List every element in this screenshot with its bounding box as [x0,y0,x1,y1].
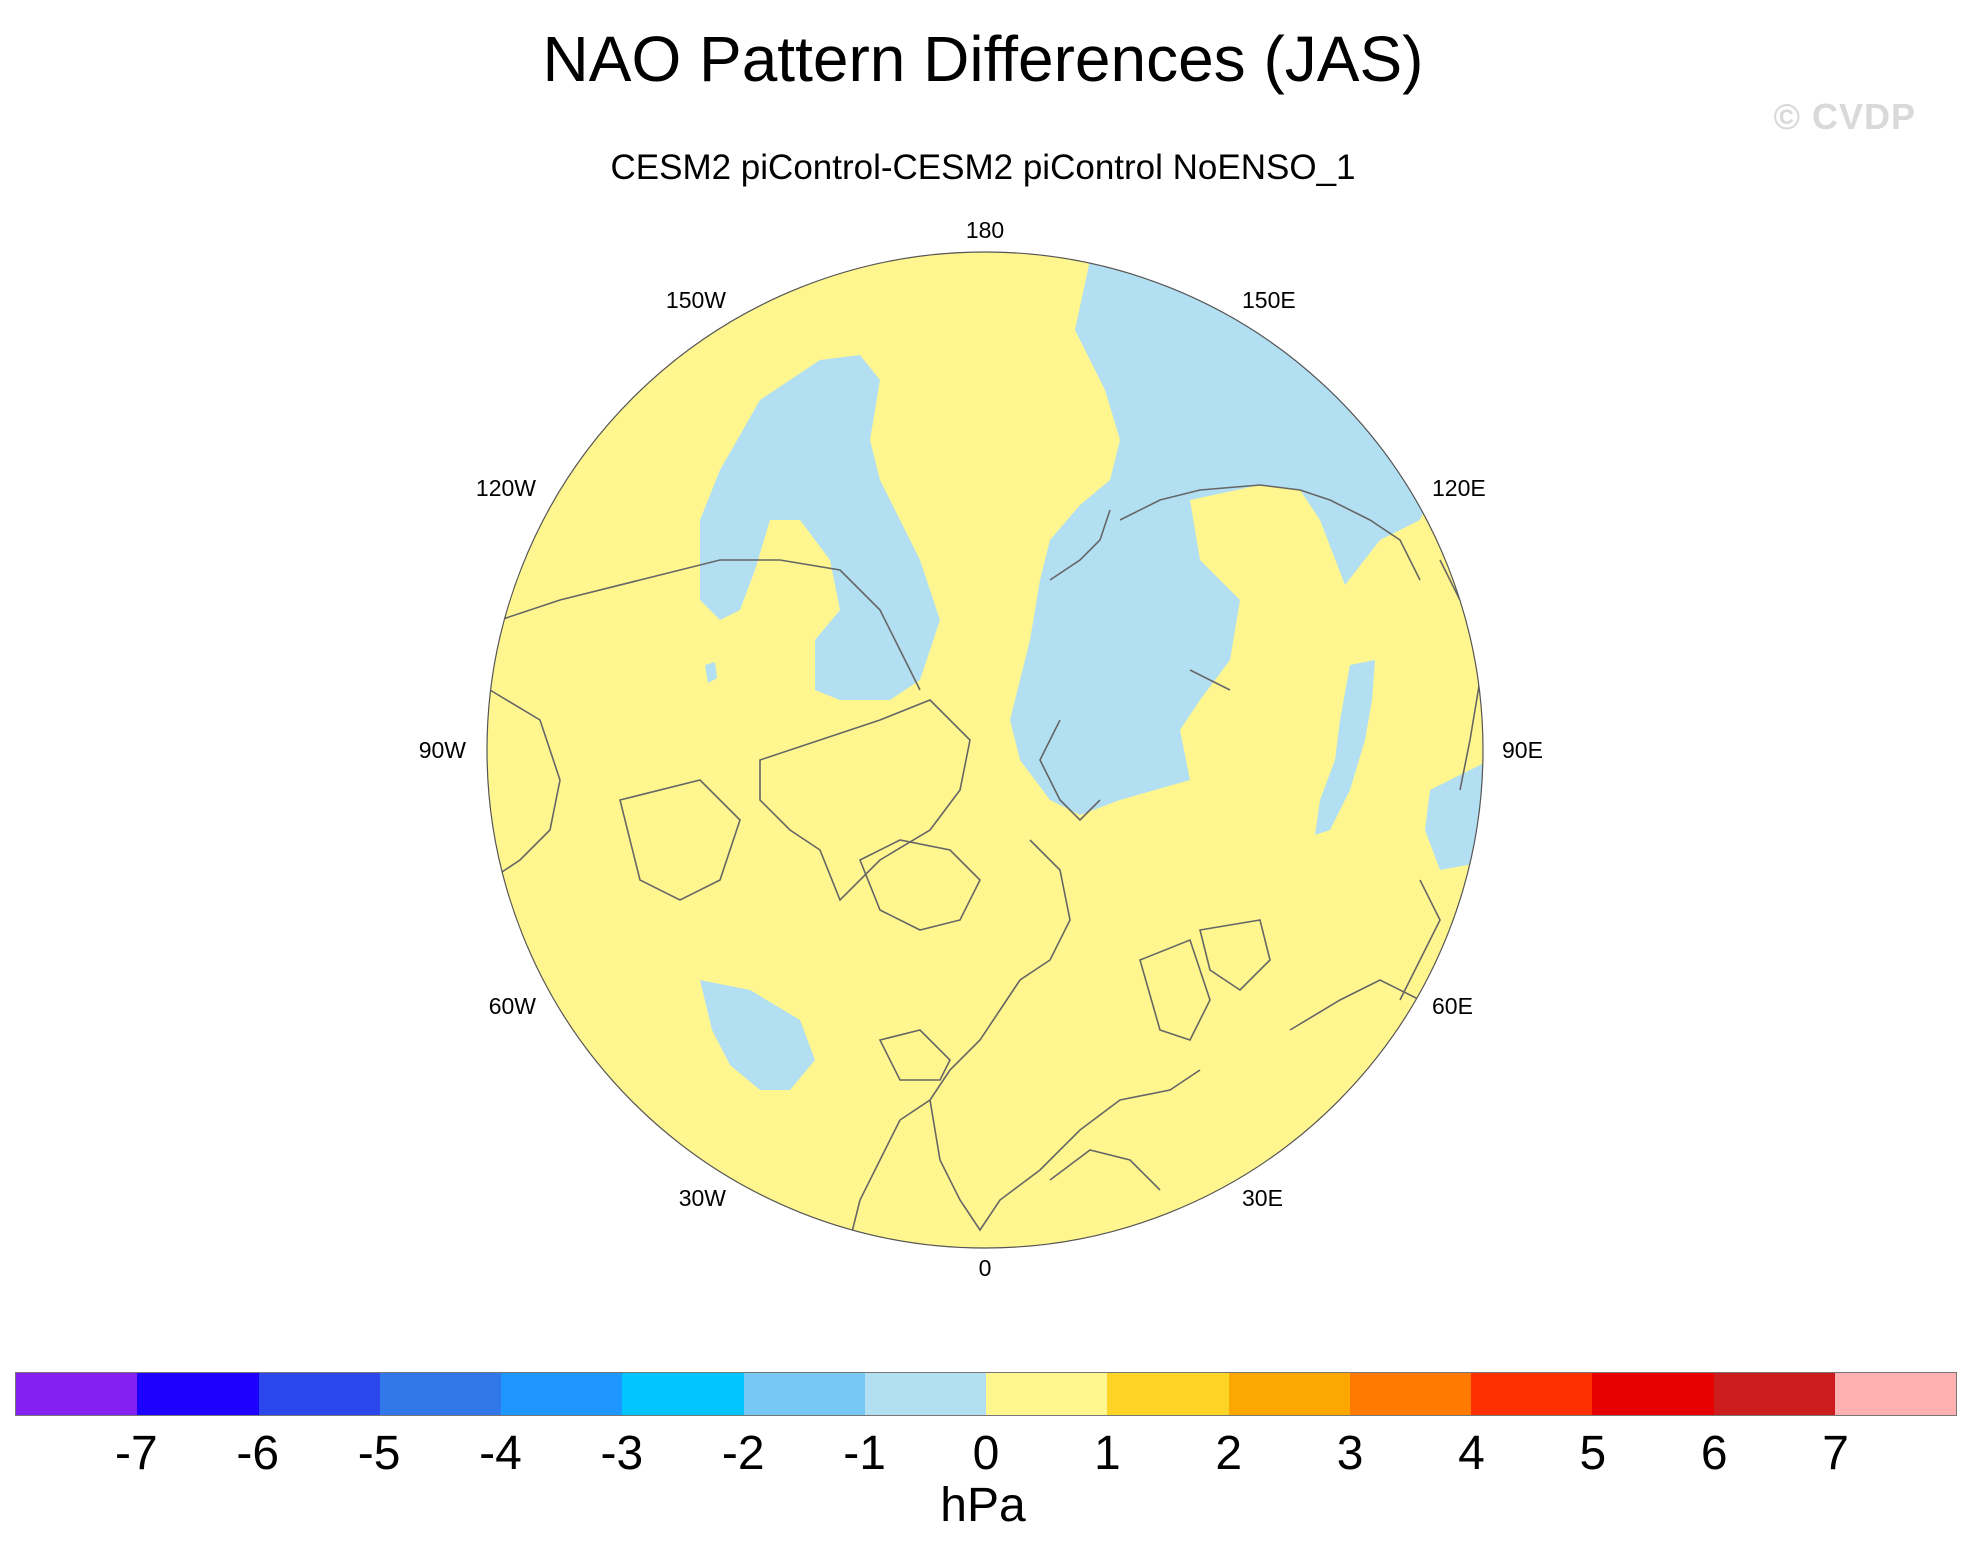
colorbar-segment [501,1373,623,1415]
colorbar-segment [1228,1373,1350,1415]
colorbar-segment [1713,1373,1835,1415]
lon-label-90e: 90E [1502,737,1543,763]
lon-label-30w: 30W [679,1185,727,1211]
colorbar [15,1372,1957,1416]
lon-label-120e: 120E [1432,475,1486,501]
colorbar-segment [258,1373,380,1415]
colorbar-tick-label: -7 [115,1427,158,1480]
negative-region-alaska [700,355,940,700]
page-title: NAO Pattern Differences (JAS) [542,23,1424,95]
colorbar-segment [622,1373,744,1415]
colorbar-tick-label: 1 [1094,1427,1121,1480]
colorbar-tick-label: -2 [721,1427,765,1480]
lon-label-90w: 90W [419,737,467,763]
lon-label-180: 180 [966,217,1004,243]
colorbar-segment [864,1373,986,1415]
colorbar-tick-label: 4 [1458,1427,1485,1480]
lon-label-150e: 150E [1242,287,1296,313]
colorbar-tick-label: 0 [972,1427,1000,1480]
lon-label-120w: 120W [476,475,536,501]
colorbar-segment [16,1373,138,1415]
colorbar-tick-label: -4 [479,1427,522,1480]
colorbar-segment [137,1373,259,1415]
colorbar-segment [1592,1373,1714,1415]
colorbar-segment [986,1373,1108,1415]
colorbar-tick-label: -6 [236,1427,280,1480]
lon-label-0: 0 [979,1255,992,1281]
colorbar-tick-label: -1 [843,1427,886,1480]
colorbar-tick-label: -3 [600,1427,644,1480]
colorbar-units: hPa [940,1479,1026,1532]
colorbar-segment [743,1373,865,1415]
colorbar-segment [1471,1373,1593,1415]
lon-label-60e: 60E [1432,993,1473,1019]
colorbar-tick-label: 2 [1215,1427,1243,1480]
colorbar-segment [1349,1373,1471,1415]
negative-region-siberia-band [1315,660,1375,835]
colorbar-tick-label: 7 [1822,1427,1849,1480]
colorbar-segment [379,1373,501,1415]
lon-label-30e: 30E [1242,1185,1283,1211]
colorbar-ticks: -7 -6 -5 -4 -3 -2 -1 0 1 2 3 4 5 6 7 [0,1426,1966,1486]
map-boundary [486,251,1484,1249]
colorbar-tick-label: 5 [1579,1427,1607,1480]
lon-label-150w: 150W [666,287,726,313]
colorbar-segment [1107,1373,1229,1415]
colorbar-tick-label: 3 [1336,1427,1364,1480]
watermark: © CVDP [1773,96,1916,137]
negative-region-atlantic [700,980,815,1090]
colorbar-tick-label: -5 [357,1427,401,1480]
colorbar-tick-label: 6 [1700,1427,1728,1480]
subtitle: CESM2 piControl-CESM2 piControl NoENSO_1 [610,148,1356,187]
lon-label-60w: 60W [489,993,537,1019]
colorbar-segment [1834,1373,1956,1415]
negative-region-small [705,662,717,683]
